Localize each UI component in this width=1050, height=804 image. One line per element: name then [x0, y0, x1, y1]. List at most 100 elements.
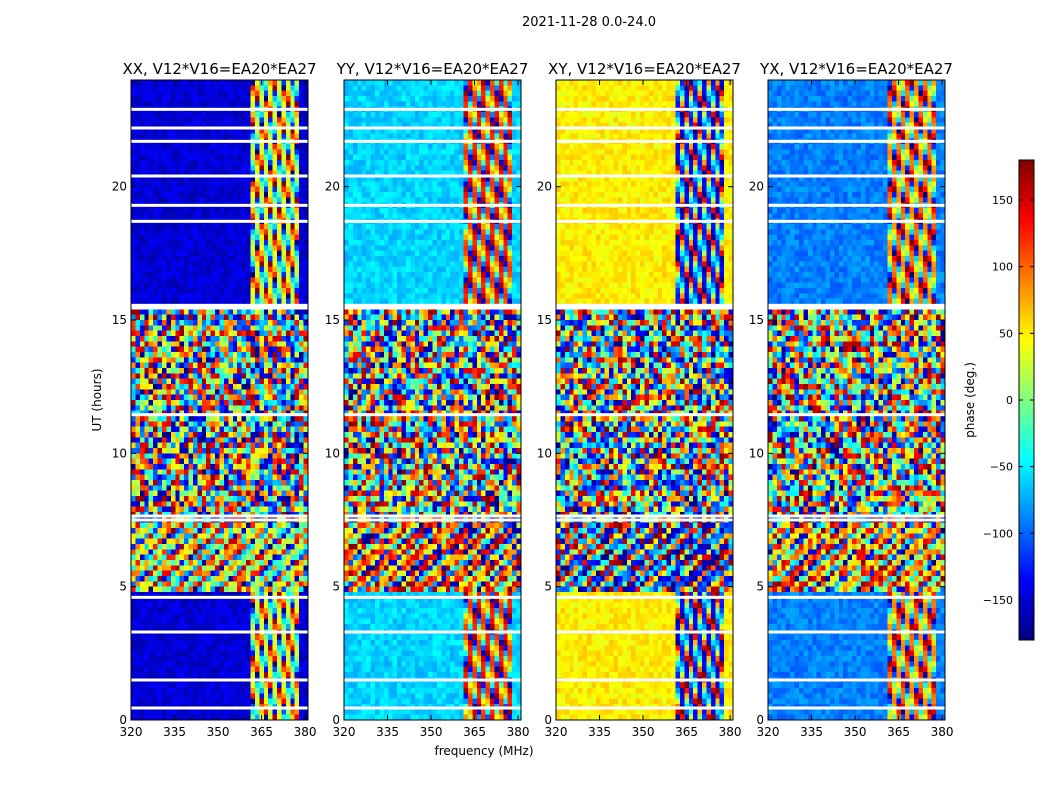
gap-row — [556, 107, 733, 111]
gap-row — [768, 174, 945, 178]
panel-0: XX, V12*V16=EA20*EA27 320 335 350 365 380 0 5 10… — [112, 60, 317, 739]
panel-frame — [767, 79, 946, 721]
panel-title: YX, V12*V16=EA20*EA27 — [759, 60, 953, 78]
colorbar-tick-label: −100 — [983, 527, 1013, 540]
y-tick-label: 20 — [749, 180, 764, 194]
y-tick-label: 15 — [325, 313, 340, 327]
x-tick-label: 380 — [931, 725, 954, 739]
gap-row — [768, 706, 945, 710]
gap-row — [768, 126, 945, 130]
panel-2: XY, V12*V16=EA20*EA27 320 335 350 365 380 0 5 10… — [537, 60, 742, 739]
gap-row — [131, 219, 308, 223]
gap-row — [344, 306, 521, 310]
gap-row — [556, 219, 733, 223]
gap-row — [344, 174, 521, 178]
x-axis-label: frequency (MHz) — [434, 744, 533, 758]
x-tick-label: 335 — [800, 725, 823, 739]
x-tick-label: 365 — [463, 725, 486, 739]
x-tick-label: 335 — [376, 725, 399, 739]
x-tick-label: 335 — [588, 725, 611, 739]
panel-1: YY, V12*V16=EA20*EA27 320 335 350 365 380 0 5 10… — [325, 60, 530, 739]
y-tick-label: 5 — [544, 580, 552, 594]
panel-frame — [555, 79, 734, 721]
colorbar-tick-label: −150 — [983, 594, 1013, 607]
gap-row — [131, 126, 308, 130]
x-tick-label: 380 — [719, 725, 742, 739]
heatmap-image — [768, 80, 945, 720]
gap-row — [131, 630, 308, 634]
gap-row — [344, 303, 521, 307]
y-tick-label: 0 — [544, 713, 552, 727]
y-tick-label: 15 — [112, 313, 127, 327]
heatmap-image — [131, 80, 308, 720]
y-tick-label: 20 — [325, 180, 340, 194]
panel-3: YX, V12*V16=EA20*EA27 320 335 350 365 380 0 5 10… — [749, 60, 954, 739]
gap-row — [556, 174, 733, 178]
colorbar-tick-label: 0 — [1006, 394, 1013, 407]
gap-row — [768, 630, 945, 634]
y-tick-label: 15 — [749, 313, 764, 327]
gap-row — [556, 203, 733, 207]
y-tick-label: 10 — [749, 446, 764, 460]
y-tick-label: 5 — [119, 580, 127, 594]
gap-row — [131, 413, 308, 417]
gap-row — [768, 203, 945, 207]
heatmap-image — [344, 80, 521, 720]
x-tick-label: 365 — [250, 725, 273, 739]
y-tick-label: 10 — [325, 446, 340, 460]
y-tick-label: 5 — [332, 580, 340, 594]
gap-row — [131, 706, 308, 710]
gap-row — [131, 203, 308, 207]
heatmap-image — [556, 80, 733, 720]
gap-row — [768, 413, 945, 417]
gap-row — [556, 514, 733, 518]
y-tick-label: 0 — [332, 713, 340, 727]
panel-frame — [130, 79, 309, 721]
x-tick-label: 320 — [333, 725, 356, 739]
panels-group: XX, V12*V16=EA20*EA27 320 335 350 365 380 0 5 10… — [112, 60, 954, 739]
y-tick-label: 20 — [112, 180, 127, 194]
x-tick-label: 380 — [294, 725, 317, 739]
y-tick-label: 15 — [537, 313, 552, 327]
gap-row — [131, 514, 308, 518]
gap-row — [556, 303, 733, 307]
gap-row — [556, 518, 733, 522]
colorbar-tick-label: 100 — [992, 261, 1013, 274]
y-tick-label: 0 — [119, 713, 127, 727]
gap-row — [556, 306, 733, 310]
gap-row — [768, 219, 945, 223]
colorbar-tick-label: 150 — [992, 194, 1013, 207]
y-tick-label: 20 — [537, 180, 552, 194]
x-tick-label: 320 — [545, 725, 568, 739]
gap-row — [556, 630, 733, 634]
x-tick-label: 365 — [887, 725, 910, 739]
gap-row — [344, 678, 521, 682]
gap-row — [131, 139, 308, 143]
colorbar-tick-label: 50 — [999, 327, 1013, 340]
y-tick-label: 0 — [756, 713, 764, 727]
gap-row — [344, 595, 521, 599]
y-axis-label: UT (hours) — [90, 368, 104, 431]
gap-row — [344, 219, 521, 223]
gap-row — [131, 303, 308, 307]
y-tick-label: 10 — [112, 446, 127, 460]
panel-frame — [343, 79, 522, 721]
gap-row — [131, 107, 308, 111]
gap-row — [768, 678, 945, 682]
gap-row — [344, 413, 521, 417]
x-tick-label: 350 — [207, 725, 230, 739]
gap-row — [344, 630, 521, 634]
gap-row — [556, 413, 733, 417]
gap-row — [768, 107, 945, 111]
gap-row — [556, 139, 733, 143]
colorbar: −150 −100 −50 0 50 100 150 — [983, 159, 1035, 641]
gap-row — [556, 126, 733, 130]
gap-row — [131, 595, 308, 599]
gap-row — [344, 706, 521, 710]
y-tick-label: 5 — [756, 580, 764, 594]
gap-row — [131, 306, 308, 310]
gap-row — [768, 306, 945, 310]
gap-row — [768, 514, 945, 518]
